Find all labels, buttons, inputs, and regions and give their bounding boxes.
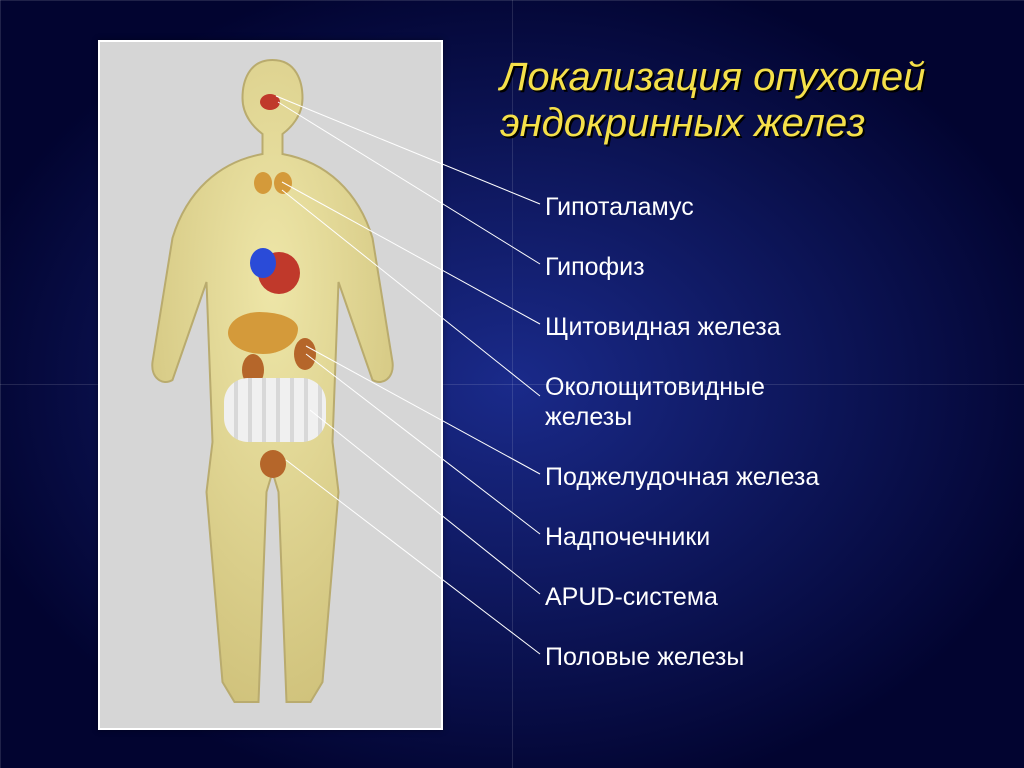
thyroidR-organ [274,172,292,194]
kidneyR-organ [294,338,316,370]
gland-label: Поджелудочная железа [545,462,819,492]
gland-label: APUD-система [545,582,718,612]
thyroidL-organ [254,172,272,194]
intestine-organ [224,378,326,442]
gonads-organ [260,450,286,478]
slide-canvas: Локализация опухолей эндокринных желез Г… [0,0,1024,768]
anatomy-image-frame [98,40,443,730]
heart2-organ [250,248,276,278]
gland-label: Околощитовидные железы [545,372,765,432]
gland-label: Половые железы [545,642,744,672]
brain-organ [260,94,280,110]
grid-line-horizontal [0,0,1024,1]
gland-label: Щитовидная железа [545,312,781,342]
gland-label: Надпочечники [545,522,710,552]
slide-title: Локализация опухолей эндокринных желез [500,54,925,146]
gland-label: Гипофиз [545,252,645,282]
gland-label: Гипоталамус [545,192,694,222]
